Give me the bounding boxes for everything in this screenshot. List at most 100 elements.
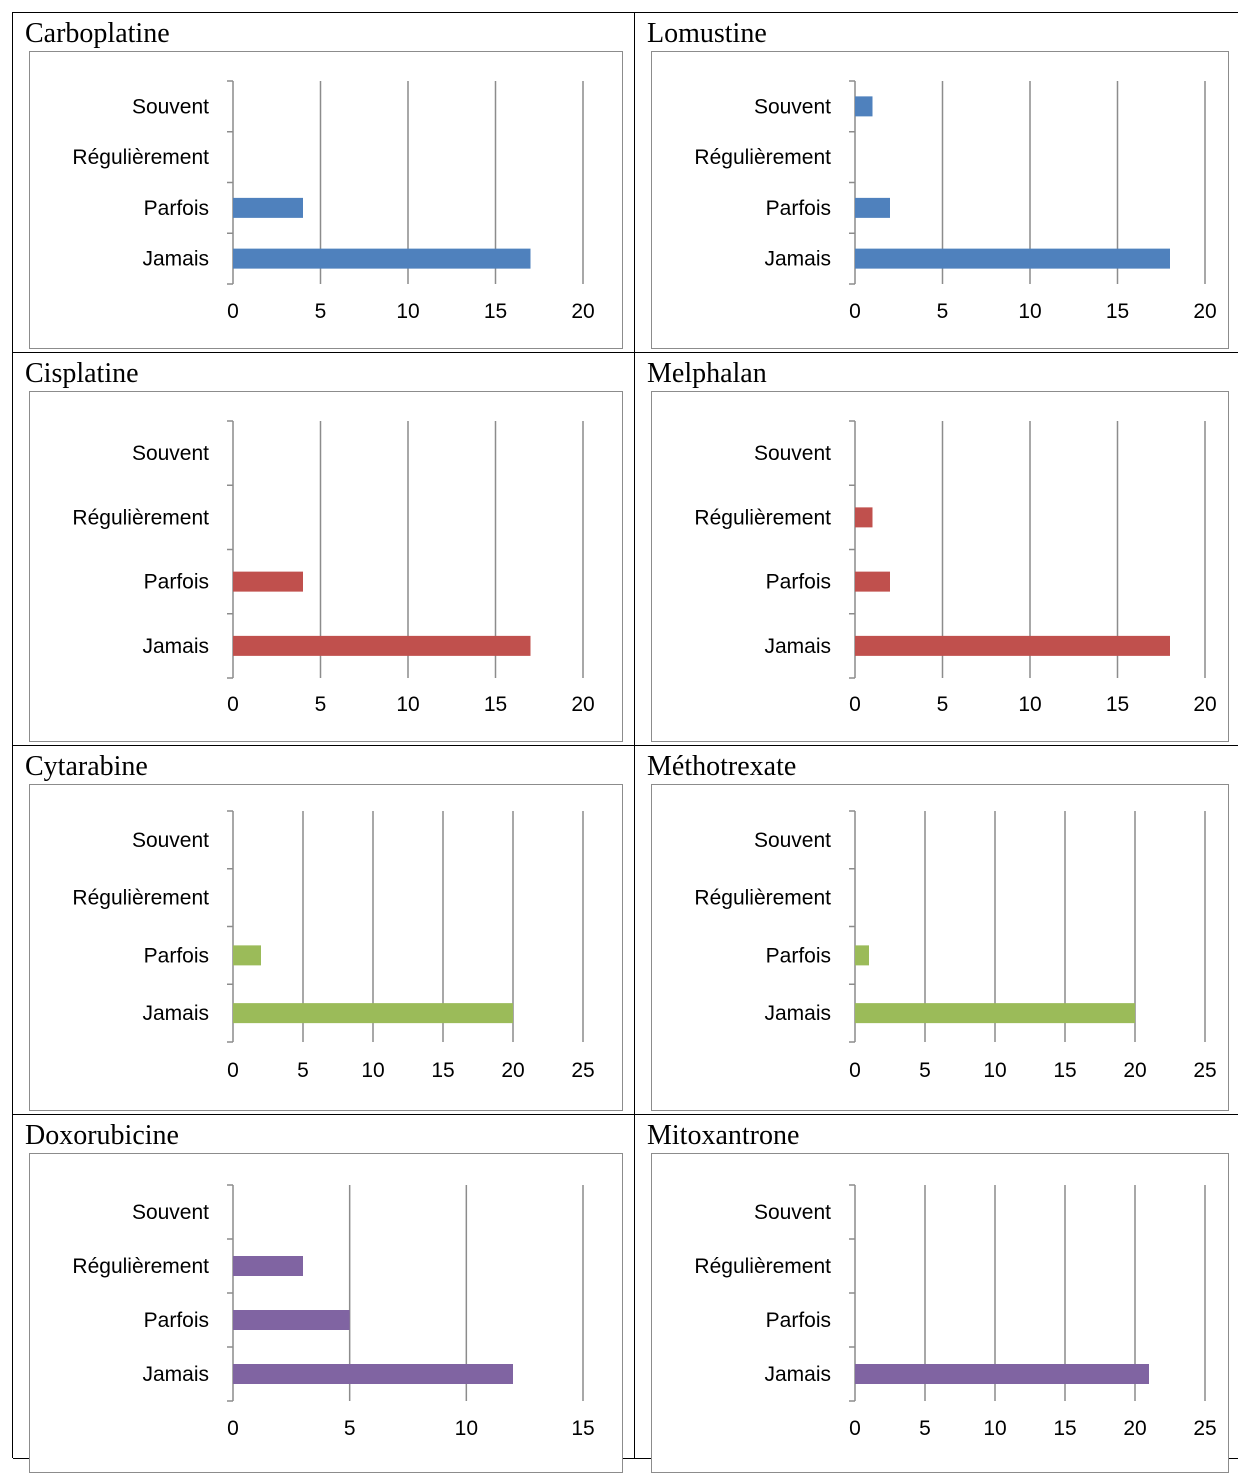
- x-tick-label: 15: [484, 693, 507, 716]
- bar-souvent: [855, 96, 873, 117]
- category-label: Régulièrement: [72, 1255, 209, 1278]
- panel-cytarabine: Cytarabine Jamais Parfois Régulièrement Souv…: [13, 746, 635, 1115]
- category-label: Jamais: [142, 635, 209, 658]
- x-tick-label: 15: [1053, 1059, 1076, 1082]
- x-tick-label: 25: [1193, 1059, 1216, 1082]
- x-tick-label: 25: [1193, 1417, 1216, 1440]
- panel-doxorubicine: Doxorubicine Jamais Parfois Régulièrement So…: [13, 1115, 635, 1473]
- bar-jamais: [233, 635, 531, 656]
- x-tick-label: 20: [1193, 693, 1216, 716]
- category-label: Souvent: [754, 442, 831, 465]
- x-tick-label: 15: [484, 300, 507, 323]
- panel-title: Mitoxantrone: [647, 1120, 800, 1151]
- x-tick-label: 15: [431, 1059, 454, 1082]
- bar-parfois: [233, 571, 303, 592]
- bar-parfois: [855, 945, 869, 966]
- x-tick-label: 15: [571, 1417, 594, 1440]
- x-tick-label: 20: [1193, 300, 1216, 323]
- x-tick-label: 5: [937, 693, 949, 716]
- category-label: Souvent: [132, 829, 209, 852]
- x-tick-label: 10: [1018, 693, 1041, 716]
- category-label: Parfois: [144, 944, 209, 967]
- chart-frame: [29, 784, 623, 1111]
- panel-cisplatine: Cisplatine Jamais Parfois Régulièrement Souv…: [13, 353, 635, 746]
- x-tick-label: 5: [315, 300, 327, 323]
- x-tick-label: 0: [227, 693, 239, 716]
- panel-title: Melphalan: [647, 358, 767, 389]
- panel-title: Cisplatine: [25, 358, 139, 389]
- category-label: Régulièrement: [694, 146, 831, 169]
- bar-parfois: [233, 1310, 350, 1330]
- category-label: Régulièrement: [694, 506, 831, 529]
- bar-chart: Jamais Parfois Régulièrement Souvent 0 5 10 15 2…: [694, 420, 1217, 716]
- x-tick-label: 20: [571, 693, 594, 716]
- bar-chart: Jamais Parfois Régulièrement Souvent 0 5 10 15 2…: [72, 80, 595, 323]
- category-label: Parfois: [766, 197, 831, 220]
- category-label: Parfois: [144, 571, 209, 594]
- category-label: Jamais: [142, 1002, 209, 1025]
- panel-lomustine: Lomustine Jamais Parfois Régulièrement Souve…: [635, 13, 1238, 353]
- x-tick-label: 25: [571, 1059, 594, 1082]
- chart-frame: [651, 391, 1229, 742]
- category-label: Jamais: [142, 248, 209, 271]
- category-label: Régulièrement: [694, 1255, 831, 1278]
- bar-jamais: [855, 248, 1170, 269]
- bar-chart: Jamais Parfois Régulièrement Souvent 0 5 10 15 2…: [694, 1184, 1217, 1440]
- x-tick-label: 5: [919, 1059, 931, 1082]
- x-tick-label: 0: [227, 300, 239, 323]
- x-tick-label: 20: [1123, 1059, 1146, 1082]
- category-label: Parfois: [766, 1309, 831, 1332]
- x-tick-label: 0: [849, 300, 861, 323]
- x-tick-label: 0: [849, 693, 861, 716]
- bar-jamais: [855, 1364, 1149, 1384]
- x-tick-label: 10: [1018, 300, 1041, 323]
- chart-frame: [29, 51, 623, 349]
- category-label: Régulièrement: [72, 887, 209, 910]
- category-label: Souvent: [754, 829, 831, 852]
- panel-méthotrexate: Méthotrexate Jamais Parfois Régulièrement So…: [635, 746, 1238, 1115]
- x-tick-label: 5: [344, 1417, 356, 1440]
- category-label: Régulièrement: [72, 146, 209, 169]
- panel-title: Cytarabine: [25, 751, 148, 782]
- category-label: Jamais: [142, 1363, 209, 1386]
- x-tick-label: 20: [1123, 1417, 1146, 1440]
- bar-régulièrement: [233, 1256, 303, 1276]
- x-tick-label: 5: [937, 300, 949, 323]
- panel-title: Carboplatine: [25, 18, 170, 49]
- panel-title: Méthotrexate: [647, 751, 797, 782]
- bar-parfois: [233, 197, 303, 218]
- x-tick-label: 10: [455, 1417, 478, 1440]
- bar-jamais: [855, 1003, 1135, 1024]
- category-label: Régulièrement: [694, 887, 831, 910]
- category-label: Jamais: [764, 1002, 831, 1025]
- category-label: Souvent: [132, 442, 209, 465]
- x-tick-label: 0: [849, 1417, 861, 1440]
- x-tick-label: 10: [983, 1417, 1006, 1440]
- x-tick-label: 20: [501, 1059, 524, 1082]
- category-label: Régulièrement: [72, 506, 209, 529]
- bar-jamais: [855, 635, 1170, 656]
- bar-jamais: [233, 1003, 513, 1024]
- x-tick-label: 0: [227, 1417, 239, 1440]
- x-tick-label: 20: [571, 300, 594, 323]
- chart-frame: [651, 784, 1229, 1111]
- bar-chart: Jamais Parfois Régulièrement Souvent 0 5 10 15: [72, 1184, 595, 1440]
- x-tick-label: 15: [1106, 300, 1129, 323]
- panel-title: Lomustine: [647, 18, 767, 49]
- bar-chart: Jamais Parfois Régulièrement Souvent 0 5 10 15 2…: [694, 80, 1217, 323]
- chart-frame: [29, 391, 623, 742]
- panel-mitoxantrone: Mitoxantrone Jamais Parfois Régulièrement So…: [635, 1115, 1238, 1473]
- category-label: Jamais: [764, 248, 831, 271]
- x-tick-label: 15: [1053, 1417, 1076, 1440]
- bar-chart: Jamais Parfois Régulièrement Souvent 0 5 10 15 2…: [694, 810, 1217, 1082]
- x-tick-label: 5: [315, 693, 327, 716]
- category-label: Jamais: [764, 1363, 831, 1386]
- x-tick-label: 10: [396, 300, 419, 323]
- category-label: Parfois: [144, 1309, 209, 1332]
- category-label: Souvent: [754, 95, 831, 118]
- bar-régulièrement: [855, 507, 873, 528]
- x-tick-label: 10: [396, 693, 419, 716]
- x-tick-label: 10: [983, 1059, 1006, 1082]
- x-tick-label: 5: [297, 1059, 309, 1082]
- bar-parfois: [855, 197, 890, 218]
